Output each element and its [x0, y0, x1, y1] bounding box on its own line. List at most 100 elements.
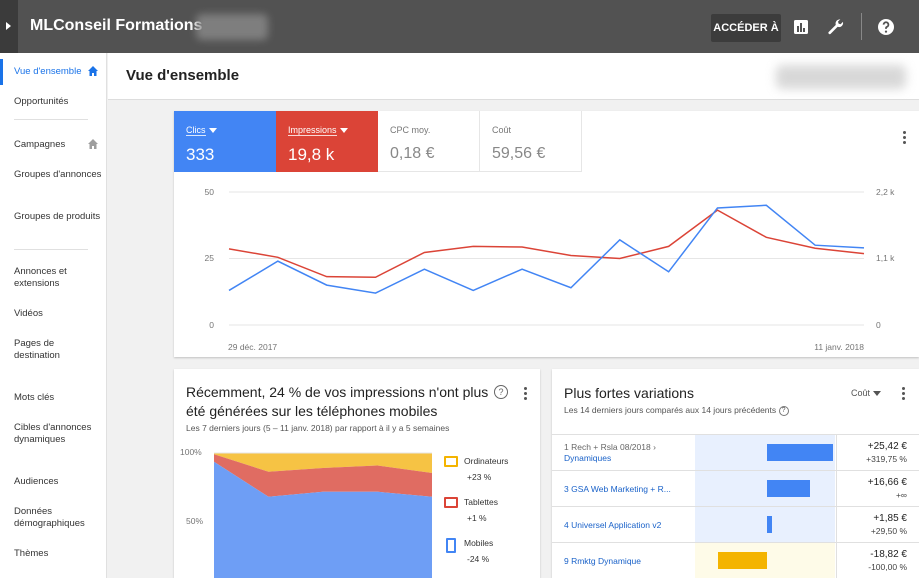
dropdown-caret-icon	[873, 391, 882, 397]
biggest-changes-card: Plus fortes variations Coût Les 14 derni…	[552, 369, 919, 578]
sort-metric-dropdown[interactable]: Coût	[851, 388, 882, 398]
help-circle-icon[interactable]: ?	[494, 385, 508, 399]
y-left-tick: 0	[209, 320, 214, 330]
bar-zone	[695, 507, 835, 542]
increase-bar	[767, 480, 811, 497]
page-title: Vue d'ensemble	[126, 67, 240, 84]
sidebar-separator	[14, 249, 88, 250]
sidebar-item-ad-groups[interactable]: Groupes d'annonces	[14, 169, 102, 180]
variation-row[interactable]: 1 Rech + Rsla 08/2018 › Dynamiques +25,42…	[552, 434, 919, 470]
variation-percent: +319,75 %	[866, 454, 907, 464]
area-y-tick: 100%	[180, 447, 202, 457]
variation-percent: +29,50 %	[870, 526, 907, 536]
metric-value-cost: 59,56 €	[492, 145, 546, 162]
sidebar-item-keywords[interactable]: Mots clés	[14, 392, 55, 403]
metric-tile-avg-cpc[interactable]: CPC moy. 0,18 €	[378, 111, 480, 172]
dropdown-caret-icon	[339, 128, 348, 134]
variation-row[interactable]: 9 Rmktg Dynamique -18,82 € -100,00 %	[552, 542, 919, 578]
sidebar-item-opportunities[interactable]: Opportunités	[14, 96, 69, 107]
impressions-series-line	[228, 209, 865, 278]
home-icon	[88, 66, 98, 76]
decrease-bar	[718, 552, 767, 569]
sidebar-item-topics[interactable]: Thèmes	[14, 548, 49, 559]
tablet-icon	[444, 497, 458, 508]
metric-label-impressions: Impressions	[288, 125, 337, 136]
variation-percent: +∞	[895, 490, 907, 500]
home-icon	[88, 139, 98, 149]
sidebar-separator	[14, 119, 88, 120]
metric-label-clicks: Clics	[186, 125, 206, 136]
more-options-icon[interactable]	[524, 387, 528, 402]
variation-row[interactable]: 4 Universel Application v2 +1,85 € +29,50…	[552, 506, 919, 542]
top-bar: MLConseil Formations ACCÉDER À	[0, 0, 919, 53]
variation-percent: -100,00 %	[868, 562, 907, 572]
bar-zone	[695, 435, 835, 470]
increase-bar	[767, 444, 833, 461]
sidebar-item-campaigns[interactable]: Campagnes	[14, 139, 66, 150]
y-left-tick: 25	[205, 253, 215, 263]
metric-tile-clicks[interactable]: Clics 333	[174, 111, 276, 172]
metric-label-avg-cpc: CPC moy.	[390, 125, 431, 135]
metric-tile-cost[interactable]: Coût 59,56 €	[480, 111, 582, 172]
tools-wrench-icon[interactable]	[826, 17, 846, 37]
variation-row[interactable]: 3 GSA Web Marketing + R... +16,66 € +∞	[552, 470, 919, 506]
sidebar-item-landing-pages[interactable]: Pages de destination	[14, 338, 60, 361]
mobile-phone-icon	[446, 538, 456, 553]
sidebar-item-demographics[interactable]: Données démographiques	[14, 506, 85, 529]
bar-zone	[695, 543, 835, 578]
performance-card: Clics 333 Impressions 19,8 k CPC moy. 0,…	[174, 111, 919, 357]
device-insight-subtitle: Les 7 derniers jours (5 – 11 janv. 2018)…	[186, 423, 450, 433]
y-right-tick: 2,2 k	[876, 187, 895, 197]
sidebar-item-videos[interactable]: Vidéos	[14, 308, 43, 319]
device-insight-card: Récemment, 24 % de vos impressions n'ont…	[174, 369, 540, 578]
more-options-icon[interactable]	[902, 387, 906, 402]
variation-value: -18,82 €	[870, 549, 907, 560]
page-header: Vue d'ensemble	[108, 53, 919, 100]
device-insight-title: Récemment, 24 % de vos impressions n'ont…	[186, 384, 489, 419]
date-range-blurred	[776, 65, 906, 89]
help-icon[interactable]	[876, 17, 896, 37]
tablets-area-band	[214, 454, 432, 497]
sidebar-item-dynamic-ad-targets[interactable]: Cibles d'annonces dynamiques	[14, 422, 92, 445]
metric-value-impressions: 19,8 k	[288, 145, 335, 164]
dropdown-caret-icon	[208, 128, 217, 134]
area-y-tick: 50%	[186, 516, 203, 526]
biggest-changes-subtitle: Les 14 derniers jours comparés aux 14 jo…	[564, 405, 789, 416]
sidebar-nav: Vue d'ensemble Opportunités Campagnes Gr…	[0, 53, 107, 578]
biggest-changes-title: Plus fortes variations	[564, 385, 694, 401]
goto-button[interactable]: ACCÉDER À	[711, 14, 781, 42]
bar-zone	[695, 471, 835, 506]
sidebar-item-overview[interactable]: Vue d'ensemble	[14, 66, 82, 77]
x-end-label: 11 janv. 2018	[814, 342, 864, 352]
help-circle-icon[interactable]: ?	[778, 405, 789, 416]
x-start-label: 29 déc. 2017	[228, 342, 277, 352]
topbar-divider	[861, 13, 862, 40]
active-indicator	[0, 59, 3, 85]
desktop-area-band	[214, 453, 432, 473]
metric-value-avg-cpc: 0,18 €	[390, 145, 435, 162]
metric-tile-impressions[interactable]: Impressions 19,8 k	[276, 111, 378, 172]
device-area-chart: 100% 50%	[180, 447, 432, 578]
account-id-blurred	[196, 14, 268, 40]
variation-value: +16,66 €	[867, 477, 907, 488]
sidebar-item-product-groups[interactable]: Groupes de produits	[14, 211, 101, 222]
variation-value: +25,42 €	[867, 441, 907, 452]
variation-value: +1,85 €	[873, 513, 907, 524]
desktop-monitor-icon	[444, 456, 458, 467]
more-options-icon[interactable]	[903, 131, 907, 146]
mobiles-area-band	[214, 461, 432, 578]
y-left-tick: 50	[205, 187, 215, 197]
menu-toggle-button[interactable]	[0, 0, 18, 53]
sidebar-item-ads-extensions[interactable]: Annonces et extensions	[14, 266, 67, 289]
reports-icon[interactable]	[791, 17, 811, 37]
y-right-tick: 1,1 k	[876, 253, 895, 263]
sidebar-item-audiences[interactable]: Audiences	[14, 476, 59, 487]
metric-value-clicks: 333	[186, 145, 215, 164]
app-title[interactable]: MLConseil Formations	[30, 17, 203, 34]
expand-arrow-icon	[6, 22, 11, 30]
metric-label-cost: Coût	[492, 125, 512, 135]
y-right-tick: 0	[876, 320, 881, 330]
increase-bar	[767, 516, 772, 533]
performance-line-chart: 50 25 0 2,2 k 1,1 k 0 29 déc. 2017 11 ja…	[205, 187, 896, 352]
clicks-series-line	[228, 204, 865, 294]
